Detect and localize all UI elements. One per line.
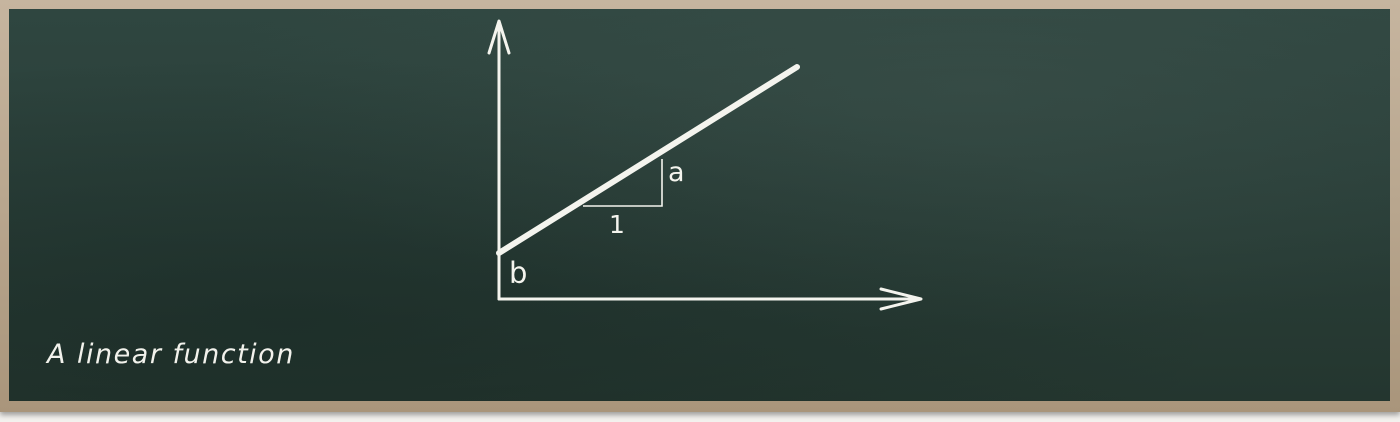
chalkboard: a 1 b A linear function	[9, 9, 1390, 401]
y-axis	[487, 19, 511, 301]
slope-triangle	[583, 159, 663, 207]
chalkboard-frame: a 1 b A linear function	[0, 0, 1400, 412]
intercept-label: b	[509, 256, 527, 290]
run-label: 1	[609, 210, 625, 239]
diagram-caption: A linear function	[47, 339, 295, 370]
y-axis-arrowhead	[487, 19, 511, 55]
x-axis-arrowhead	[879, 287, 923, 311]
slope-label: a	[668, 157, 685, 188]
x-axis	[497, 287, 923, 311]
linear-function-diagram: a 1 b	[487, 19, 923, 311]
linear-function-line	[496, 64, 800, 256]
